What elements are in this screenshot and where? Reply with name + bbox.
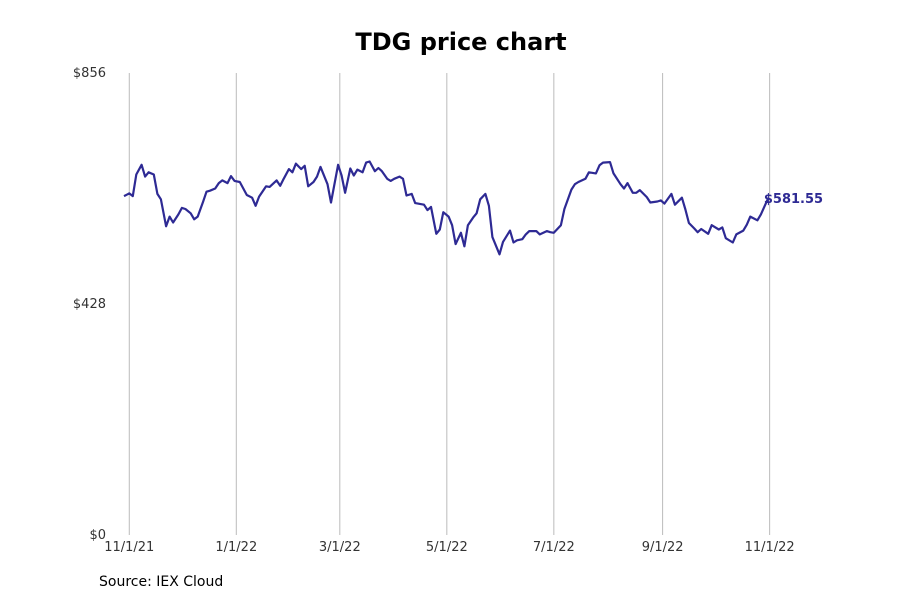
x-tick-label: 1/1/22 xyxy=(215,540,257,555)
x-tick-label: 11/1/21 xyxy=(104,540,154,555)
chart-title: TDG price chart xyxy=(355,28,567,56)
price-series-line xyxy=(123,160,769,256)
vertical-gridlines xyxy=(128,73,771,535)
x-tick-label: 5/1/22 xyxy=(426,540,468,555)
y-tick-label: $856 xyxy=(73,66,106,81)
x-tick-label: 9/1/22 xyxy=(642,540,684,555)
y-tick-label: $0 xyxy=(89,528,106,543)
y-axis-ticks: $0 $428 $856 xyxy=(73,66,106,543)
x-tick-label: 11/1/22 xyxy=(745,540,795,555)
source-note: Source: IEX Cloud xyxy=(99,574,224,590)
x-axis-ticks: 11/1/21 1/1/22 3/1/22 5/1/22 7/1/22 9/1/22 11/… xyxy=(104,540,794,555)
y-tick-label: $428 xyxy=(73,297,106,312)
last-price-label: $581.55 xyxy=(764,192,823,207)
x-tick-label: 7/1/22 xyxy=(533,540,575,555)
x-tick-label: 3/1/22 xyxy=(319,540,361,555)
